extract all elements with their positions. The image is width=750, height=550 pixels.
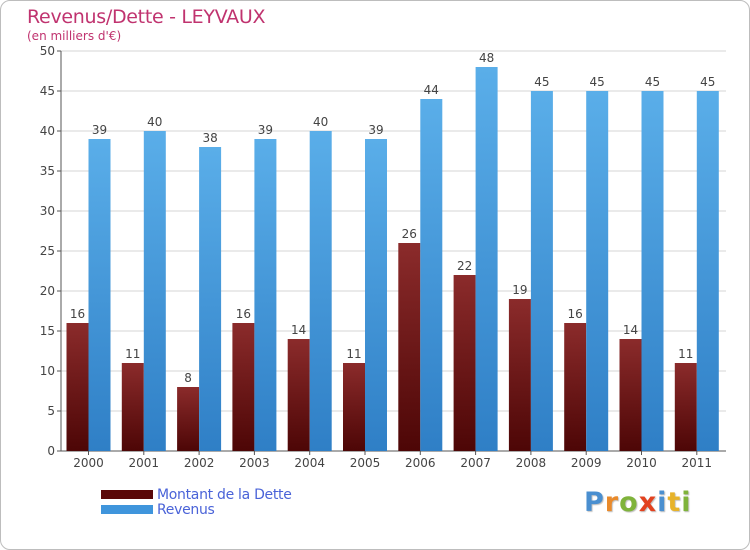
x-tick-label: 2011 <box>682 456 713 470</box>
data-label-revenus: 39 <box>368 123 383 137</box>
x-tick-label: 2009 <box>571 456 602 470</box>
data-label-debt: 11 <box>346 347 361 361</box>
y-tick-label: 20 <box>40 284 55 298</box>
x-tick-label: 2008 <box>516 456 547 470</box>
bar-revenus <box>88 139 111 451</box>
data-label-debt: 16 <box>70 307 85 321</box>
data-label-debt: 26 <box>402 227 417 241</box>
y-tick-label: 15 <box>40 324 55 338</box>
legend-label-revenus: Revenus <box>157 501 215 518</box>
bar-debt <box>564 323 587 451</box>
bar-revenus <box>641 91 664 451</box>
bars <box>66 67 719 451</box>
bar-debt <box>508 299 531 451</box>
data-label-debt: 22 <box>457 259 472 273</box>
x-tick-label: 2001 <box>129 456 160 470</box>
bar-debt <box>232 323 255 451</box>
grid-lines <box>61 50 726 412</box>
bar-debt <box>177 387 200 451</box>
axes: 0 5 10 15 20 25 30 35 40 45 50 2000 2001 2002 2003 2004… <box>40 44 726 470</box>
data-label-revenus: 38 <box>202 131 217 145</box>
x-tick-label: 2002 <box>184 456 215 470</box>
data-label-revenus: 39 <box>92 123 107 137</box>
data-label-debt: 11 <box>125 347 140 361</box>
x-tick-label: 2005 <box>350 456 381 470</box>
bar-revenus <box>475 67 498 451</box>
data-label-revenus: 44 <box>424 83 439 97</box>
y-tick-label: 40 <box>40 124 55 138</box>
data-label-revenus: 40 <box>313 115 328 129</box>
y-tick-label: 0 <box>47 444 55 458</box>
y-tick-label: 45 <box>40 84 55 98</box>
bar-revenus <box>365 139 387 451</box>
bar-revenus <box>143 131 166 451</box>
legend-item-debt: Montant de la Dette <box>101 486 292 503</box>
x-tick-label: 2010 <box>626 456 657 470</box>
data-label-revenus: 45 <box>590 75 605 89</box>
data-label-debt: 16 <box>568 307 583 321</box>
y-tick-label: 50 <box>40 44 55 58</box>
data-label-debt: 8 <box>184 371 192 385</box>
x-tick-label: 2004 <box>294 456 325 470</box>
data-label-debt: 16 <box>236 307 251 321</box>
chart-title: Revenus/Dette - LEYVAUX <box>27 6 266 28</box>
x-tick-label: 2000 <box>73 456 104 470</box>
bar-debt <box>619 339 642 451</box>
bar-revenus <box>530 91 553 451</box>
bar-debt <box>453 275 476 451</box>
y-tick-label: 25 <box>40 244 55 258</box>
y-tick-label: 30 <box>40 204 55 218</box>
legend-swatch-debt <box>101 490 153 499</box>
y-tick-label: 35 <box>40 164 55 178</box>
bar-debt <box>343 363 365 451</box>
proxiti-logo: Proxiti <box>584 487 692 518</box>
data-label-revenus: 39 <box>258 123 273 137</box>
bar-debt <box>287 339 310 451</box>
bar-revenus <box>696 91 719 451</box>
y-tick-label: 10 <box>40 364 55 378</box>
data-label-revenus: 48 <box>479 51 494 65</box>
bar-debt <box>66 323 89 451</box>
legend-item-revenus: Revenus <box>101 501 292 518</box>
bar-revenus <box>199 147 222 451</box>
bar-debt <box>121 363 144 451</box>
data-label-debt: 19 <box>512 283 527 297</box>
data-label-debt: 14 <box>623 323 638 337</box>
data-label-revenus: 45 <box>534 75 549 89</box>
x-tick-label: 2003 <box>239 456 270 470</box>
data-label-revenus: 40 <box>147 115 162 129</box>
data-label-debt: 11 <box>678 347 693 361</box>
data-label-revenus: 45 <box>645 75 660 89</box>
data-label-debt: 14 <box>291 323 306 337</box>
bar-debt <box>398 243 421 451</box>
legend-swatch-revenus <box>101 505 153 514</box>
y-tick-label: 5 <box>47 404 55 418</box>
data-labels: 16 39 11 40 8 38 16 39 14 40 11 39 26 44 22 48 19 45 16 45 1… <box>70 51 716 385</box>
data-label-revenus: 45 <box>700 75 715 89</box>
bar-revenus <box>254 139 277 451</box>
bar-revenus <box>420 99 443 451</box>
bar-debt <box>674 363 697 451</box>
chart-subtitle: (en milliers d'€) <box>27 29 122 43</box>
x-tick-label: 2007 <box>460 456 491 470</box>
x-tick-label: 2006 <box>405 456 436 470</box>
bar-revenus <box>309 131 332 451</box>
bar-revenus <box>586 91 609 451</box>
legend-label-debt: Montant de la Dette <box>157 486 292 503</box>
legend: Montant de la Dette Revenus <box>101 486 292 518</box>
